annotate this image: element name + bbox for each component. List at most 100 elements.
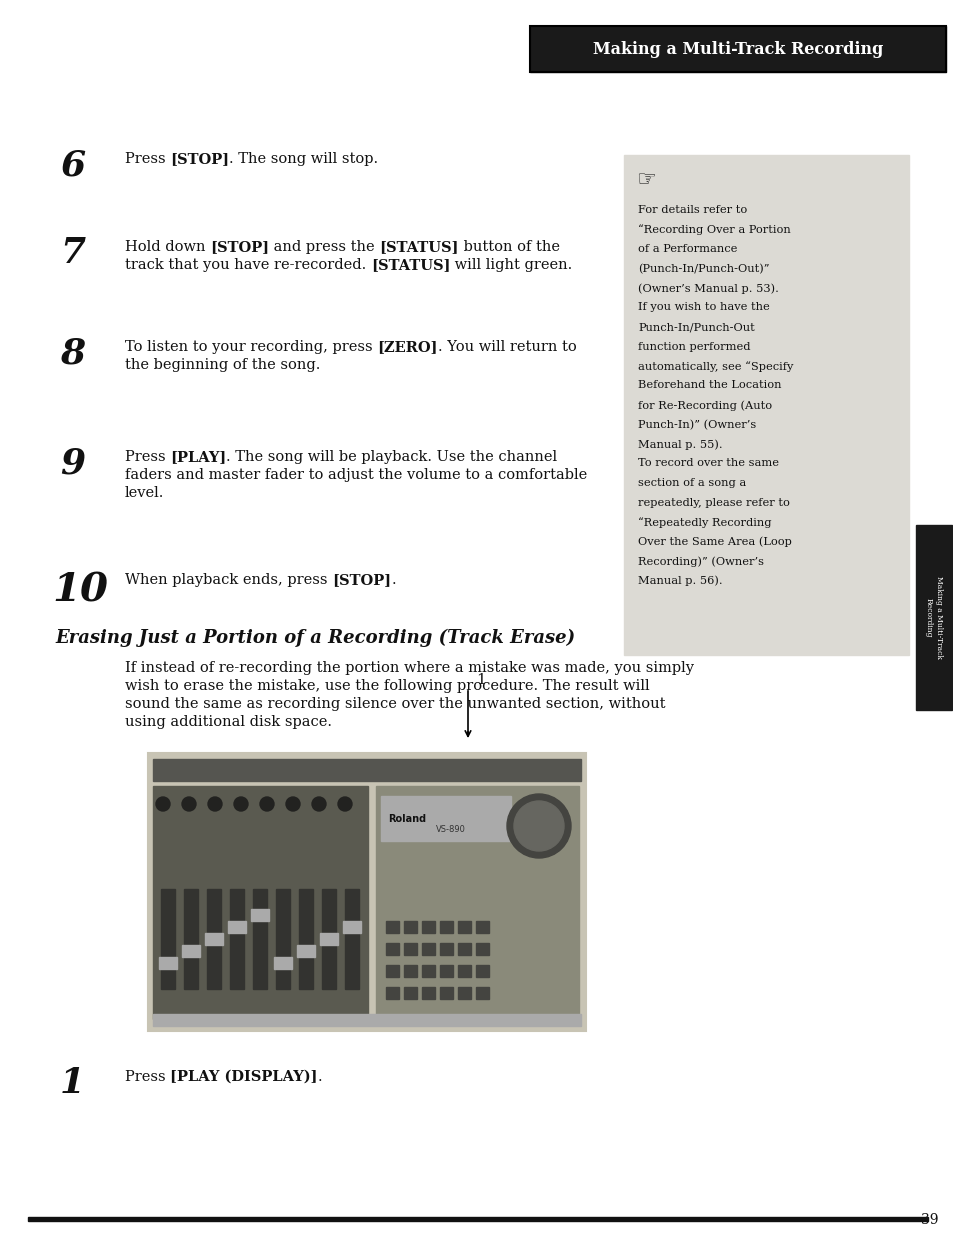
- Text: wish to erase the mistake, use the following procedure. The result will: wish to erase the mistake, use the follo…: [125, 679, 649, 692]
- Text: section of a song a: section of a song a: [638, 478, 745, 488]
- Text: the beginning of the song.: the beginning of the song.: [125, 357, 320, 372]
- Bar: [228, 921, 246, 933]
- Bar: [476, 965, 489, 977]
- Bar: [28, 1217, 927, 1221]
- Text: If instead of re-recording the portion where a mistake was made, you simply: If instead of re-recording the portion w…: [125, 661, 693, 675]
- Bar: [161, 889, 174, 989]
- Text: Hold down: Hold down: [125, 240, 210, 254]
- Text: [ZERO]: [ZERO]: [376, 340, 437, 354]
- Text: For details refer to: For details refer to: [638, 205, 746, 215]
- Bar: [386, 921, 398, 933]
- Bar: [403, 965, 416, 977]
- Text: VS-890: VS-890: [436, 825, 465, 834]
- Text: using additional disk space.: using additional disk space.: [125, 715, 332, 728]
- Text: Recording)” (Owner’s: Recording)” (Owner’s: [638, 556, 763, 567]
- Text: Roland: Roland: [388, 814, 426, 824]
- Bar: [421, 943, 435, 956]
- Bar: [251, 908, 269, 921]
- Text: Press: Press: [125, 450, 170, 464]
- Circle shape: [182, 797, 195, 812]
- Bar: [457, 965, 471, 977]
- Bar: [319, 933, 337, 944]
- Text: [STOP]: [STOP]: [332, 573, 391, 587]
- Bar: [253, 889, 267, 989]
- Bar: [152, 786, 368, 1019]
- Text: function performed: function performed: [638, 341, 750, 351]
- Bar: [159, 957, 177, 969]
- Text: When playback ends, press: When playback ends, press: [125, 573, 332, 587]
- Bar: [275, 889, 290, 989]
- Text: repeatedly, please refer to: repeatedly, please refer to: [638, 498, 789, 508]
- Bar: [148, 753, 585, 1031]
- Text: Making a Multi-Track Recording: Making a Multi-Track Recording: [592, 41, 882, 57]
- Text: and press the: and press the: [269, 240, 379, 254]
- Bar: [439, 965, 453, 977]
- Circle shape: [260, 797, 274, 812]
- Text: of a Performance: of a Performance: [638, 244, 737, 254]
- Bar: [403, 943, 416, 956]
- Text: 7: 7: [60, 236, 85, 271]
- Text: Making a Multi-Track
Recording: Making a Multi-Track Recording: [923, 576, 943, 659]
- Bar: [476, 987, 489, 999]
- Bar: [457, 943, 471, 956]
- Bar: [343, 921, 360, 933]
- Bar: [403, 921, 416, 933]
- Bar: [530, 26, 945, 72]
- Bar: [386, 987, 398, 999]
- Text: 1: 1: [60, 1066, 85, 1100]
- Text: Manual p. 56).: Manual p. 56).: [638, 576, 721, 586]
- Text: “Repeatedly Recording: “Repeatedly Recording: [638, 517, 771, 527]
- Text: 10: 10: [52, 571, 108, 609]
- Circle shape: [156, 797, 170, 812]
- Text: (Punch-In/Punch-Out)”: (Punch-In/Punch-Out)”: [638, 263, 769, 274]
- Text: button of the: button of the: [458, 240, 559, 254]
- Bar: [421, 965, 435, 977]
- Bar: [345, 889, 358, 989]
- Text: Punch-In)” (Owner’s: Punch-In)” (Owner’s: [638, 419, 756, 429]
- Text: .: .: [317, 1070, 322, 1083]
- Bar: [274, 957, 292, 969]
- Text: To record over the same: To record over the same: [638, 458, 779, 469]
- Bar: [322, 889, 335, 989]
- Text: track that you have re-recorded.: track that you have re-recorded.: [125, 258, 371, 272]
- Text: [STATUS]: [STATUS]: [379, 240, 458, 254]
- Text: ☞: ☞: [636, 170, 656, 190]
- Circle shape: [312, 797, 326, 812]
- Bar: [476, 943, 489, 956]
- Text: Press: Press: [125, 1070, 170, 1083]
- Bar: [527, 24, 947, 74]
- Text: 39: 39: [921, 1212, 938, 1227]
- Text: 1: 1: [476, 673, 485, 688]
- Text: . The song will stop.: . The song will stop.: [229, 151, 378, 166]
- Text: automatically, see “Specify: automatically, see “Specify: [638, 361, 793, 372]
- Text: faders and master fader to adjust the volume to a comfortable: faders and master fader to adjust the vo…: [125, 468, 587, 482]
- Text: . The song will be playback. Use the channel: . The song will be playback. Use the cha…: [226, 450, 558, 464]
- Text: [STOP]: [STOP]: [210, 240, 269, 254]
- Text: Erasing Just a Portion of a Recording (Track Erase): Erasing Just a Portion of a Recording (T…: [55, 629, 575, 648]
- Bar: [152, 1014, 580, 1026]
- Bar: [421, 987, 435, 999]
- Bar: [298, 889, 313, 989]
- Text: (Owner’s Manual p. 53).: (Owner’s Manual p. 53).: [638, 283, 778, 294]
- Bar: [205, 933, 223, 944]
- Text: [PLAY]: [PLAY]: [170, 450, 226, 464]
- Bar: [915, 525, 951, 710]
- Bar: [439, 921, 453, 933]
- Bar: [380, 795, 511, 841]
- Text: Punch-In/Punch-Out: Punch-In/Punch-Out: [638, 321, 754, 333]
- Bar: [439, 943, 453, 956]
- Text: Press: Press: [125, 151, 170, 166]
- Bar: [230, 889, 244, 989]
- Circle shape: [337, 797, 352, 812]
- Bar: [386, 943, 398, 956]
- Text: If you wish to have the: If you wish to have the: [638, 303, 769, 313]
- Text: will light green.: will light green.: [450, 258, 572, 272]
- Bar: [403, 987, 416, 999]
- Bar: [152, 759, 580, 781]
- Bar: [375, 786, 578, 1019]
- Text: [PLAY (DISPLAY)]: [PLAY (DISPLAY)]: [170, 1070, 317, 1083]
- Bar: [182, 944, 200, 957]
- Text: Manual p. 55).: Manual p. 55).: [638, 439, 721, 449]
- Bar: [439, 987, 453, 999]
- Bar: [457, 987, 471, 999]
